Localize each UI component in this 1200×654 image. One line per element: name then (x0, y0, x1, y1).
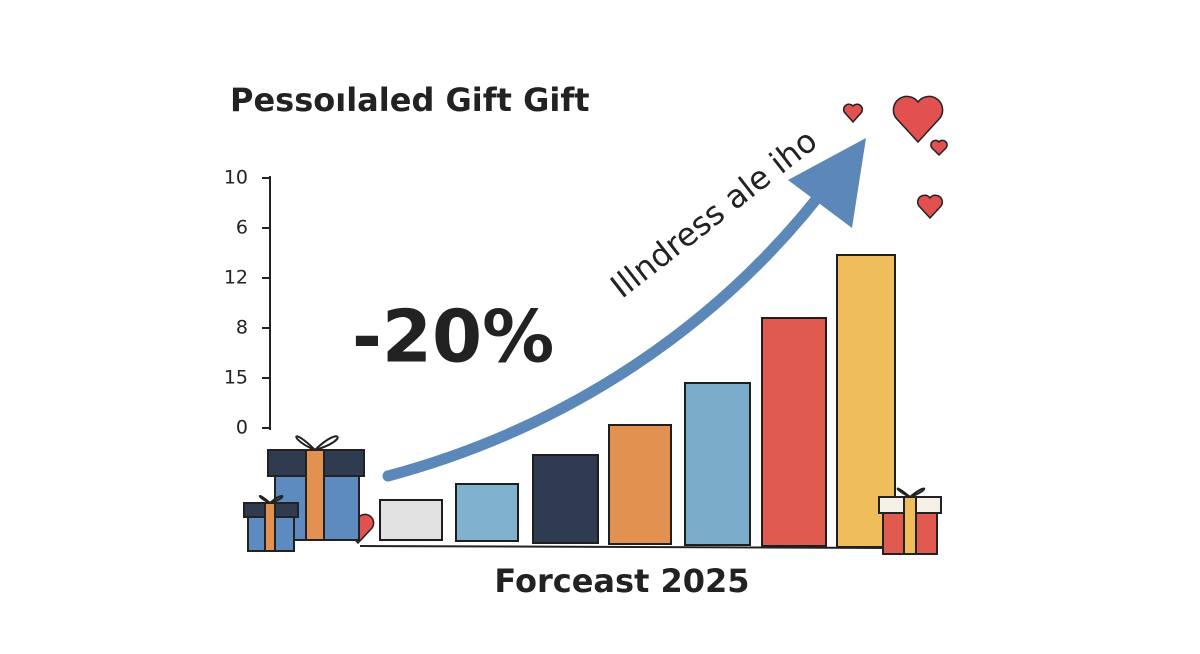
axis-label: 10 (224, 167, 248, 189)
heart (892, 95, 944, 144)
heart (930, 139, 948, 157)
title: Pessoılaled Gift Gift (230, 81, 590, 119)
bar (379, 499, 443, 541)
baseline (359, 545, 906, 549)
heart (842, 103, 864, 124)
gift-small (243, 494, 299, 552)
axis-label: 8 (236, 317, 248, 339)
bar (761, 317, 827, 547)
bar (684, 382, 751, 546)
gift-right (878, 487, 942, 555)
heart (916, 194, 944, 220)
axis-label: 15 (224, 367, 248, 389)
axis-label: 0 (236, 417, 248, 439)
axis-label: 12 (224, 267, 248, 289)
bar (608, 424, 672, 545)
trend-arrow (382, 169, 841, 482)
arrow-head (788, 138, 866, 228)
bar (532, 454, 599, 544)
axis-label: 6 (236, 217, 248, 239)
x-label: Forceast 2025 (494, 562, 749, 600)
y-axis: 10 6 12 8 15 0 (224, 167, 271, 439)
bar (455, 483, 519, 542)
badge: -20% (352, 295, 554, 379)
